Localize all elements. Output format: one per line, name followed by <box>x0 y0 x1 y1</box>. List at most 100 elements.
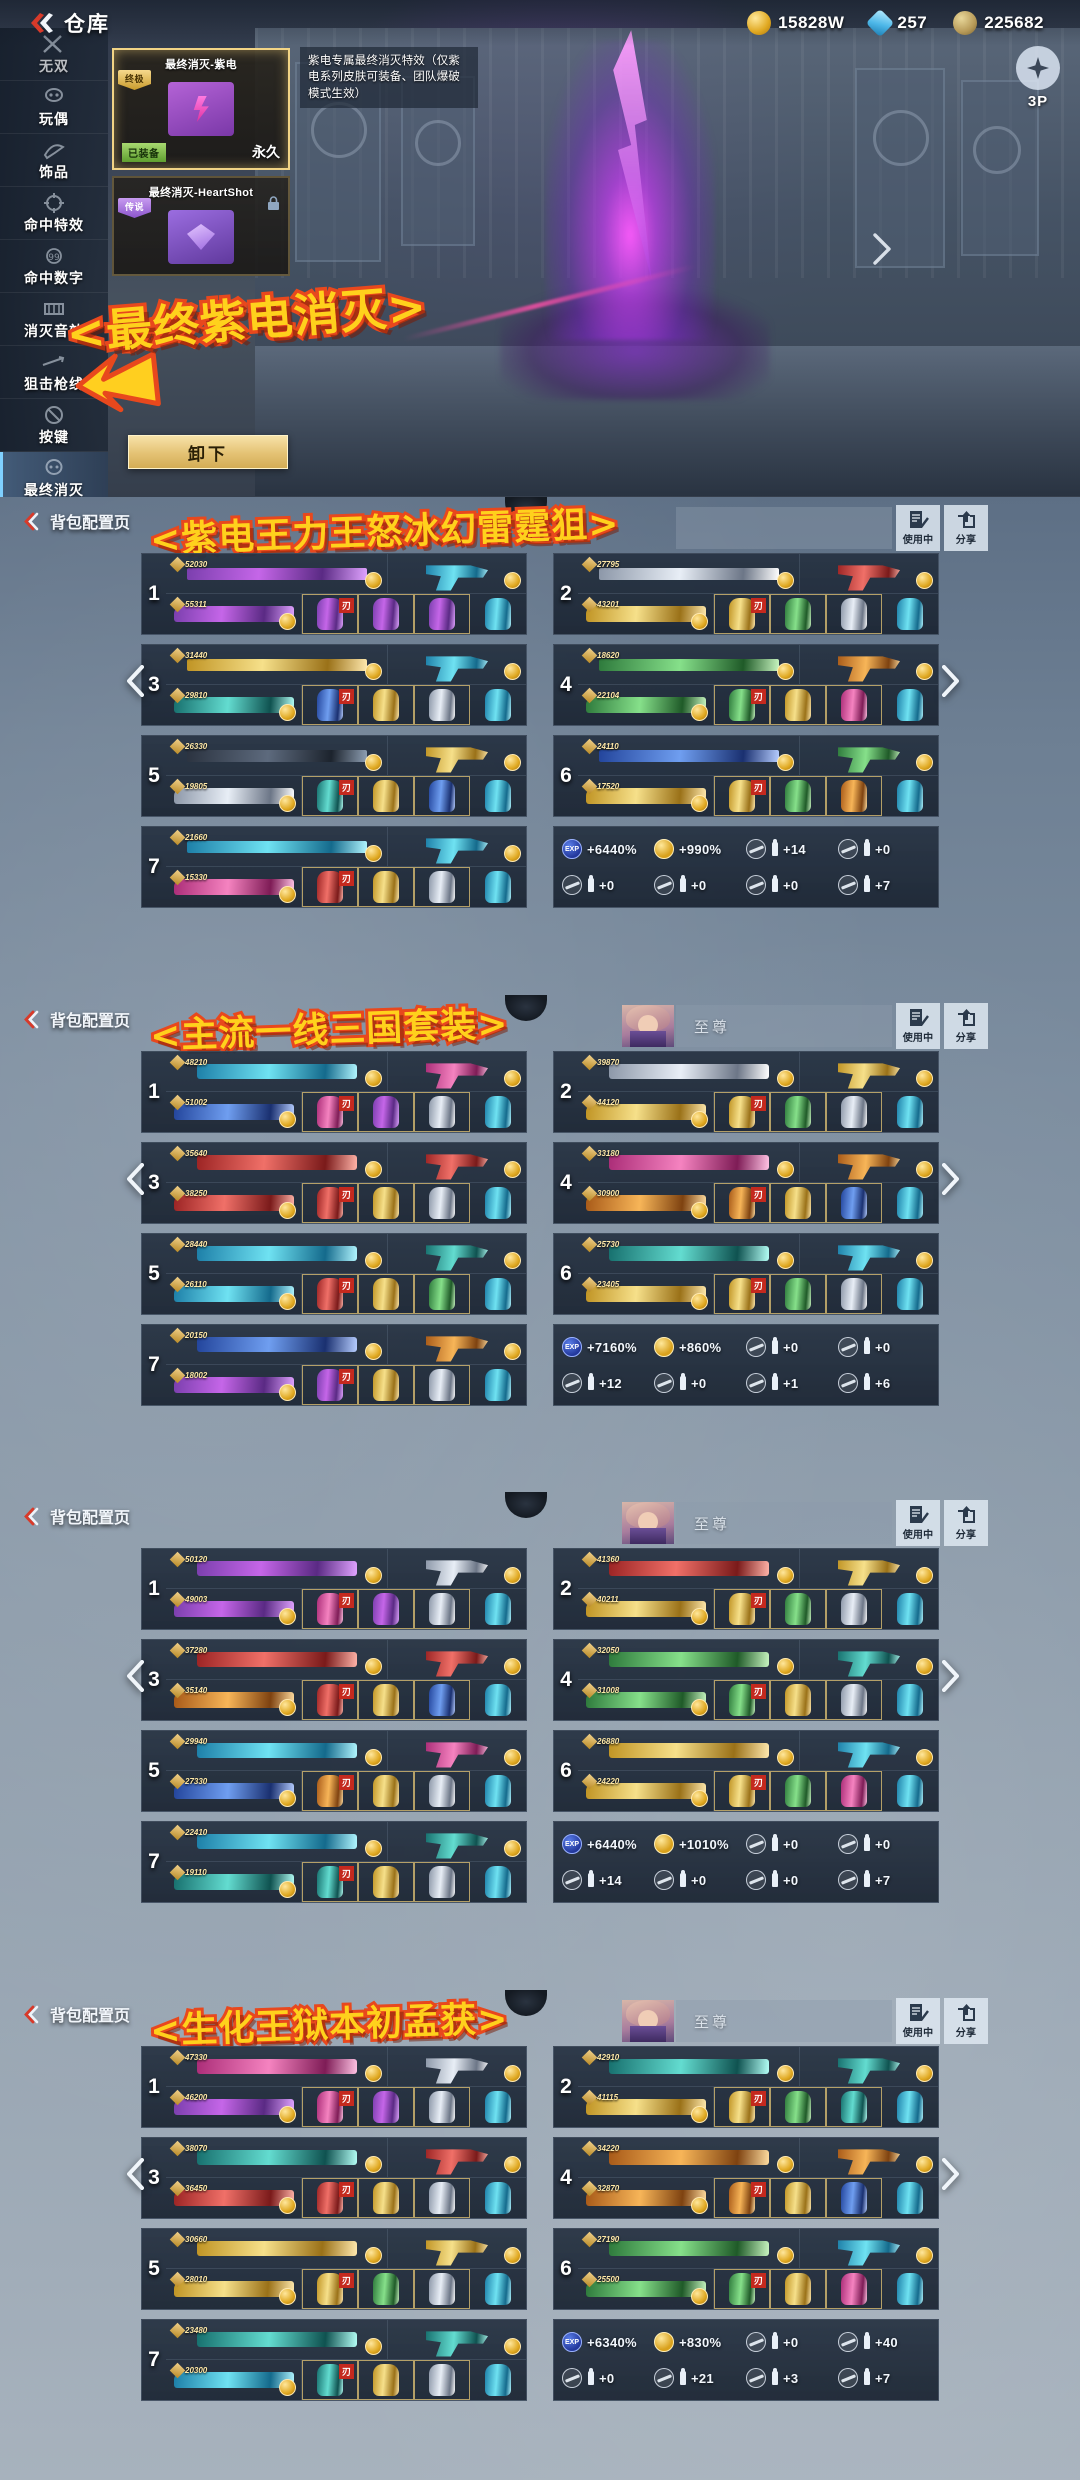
rose-diamond-button[interactable] <box>1016 46 1060 90</box>
grenade-cell-4[interactable] <box>882 594 938 634</box>
loadout-row-2[interactable]: 3 35640 38250 <box>141 1142 527 1224</box>
loadout-row-1[interactable]: 2 39870 44120 <box>553 1051 939 1133</box>
grenade-cell-4[interactable] <box>882 1589 938 1629</box>
melee-weapon-cell[interactable]: 46200 <box>166 2087 302 2127</box>
grenade-cell-4[interactable] <box>470 1862 526 1902</box>
grenade-cell-3[interactable] <box>826 776 882 816</box>
grenade-cell-4[interactable] <box>882 1771 938 1811</box>
melee-weapon-cell[interactable]: 49003 <box>166 1589 302 1629</box>
secondary-weapon-cell[interactable] <box>388 1325 526 1364</box>
loadout-row-6[interactable]: 7 21660 15330 <box>141 826 527 908</box>
loadout-row-4[interactable]: 5 26330 19805 <box>141 735 527 817</box>
grenade-cell-2[interactable] <box>358 2178 414 2218</box>
primary-weapon-cell[interactable]: 28440 <box>166 1234 388 1274</box>
grenade-cell-2[interactable] <box>358 2087 414 2127</box>
grenade-cell-1[interactable]: 刃 <box>302 2269 358 2309</box>
melee-weapon-cell[interactable]: 38250 <box>166 1183 302 1223</box>
secondary-weapon-cell[interactable] <box>800 1234 938 1273</box>
grenade-cell-1[interactable]: 刃 <box>714 1680 770 1720</box>
secondary-weapon-cell[interactable] <box>388 2229 526 2268</box>
grenade-cell-2[interactable] <box>358 1589 414 1629</box>
grenade-cell-1[interactable]: 刃 <box>714 1274 770 1314</box>
loadout-row-1[interactable]: 2 41360 40211 <box>553 1548 939 1630</box>
secondary-weapon-cell[interactable] <box>388 1052 526 1091</box>
melee-weapon-cell[interactable]: 18002 <box>166 1365 302 1405</box>
section-back-button[interactable]: 背包配置页 <box>22 2002 130 2026</box>
grenade-cell-2[interactable] <box>358 2269 414 2309</box>
item-card-list[interactable]: 最终消灭-紫电 终极 已装备 永久 最终消灭-HeartShot 传说 <box>112 48 290 282</box>
grenade-cell-2[interactable] <box>770 2087 826 2127</box>
grenade-cell-4[interactable] <box>470 1771 526 1811</box>
loadout-row-6[interactable]: 7 23480 20300 <box>141 2319 527 2401</box>
secondary-weapon-cell[interactable] <box>800 2138 938 2177</box>
loadout-row-5[interactable]: 6 27190 25500 <box>553 2228 939 2310</box>
loadout-row-5[interactable]: 6 24110 17520 <box>553 735 939 817</box>
loadout-row-5[interactable]: 6 26880 24220 <box>553 1730 939 1812</box>
grenade-cell-3[interactable] <box>826 594 882 634</box>
grenade-cell-2[interactable] <box>358 1092 414 1132</box>
grenade-cell-3[interactable] <box>414 1092 470 1132</box>
grenade-cell-4[interactable] <box>882 1183 938 1223</box>
grenade-cell-3[interactable] <box>414 1365 470 1405</box>
primary-weapon-cell[interactable]: 41360 <box>578 1549 800 1589</box>
grenade-cell-2[interactable] <box>770 1680 826 1720</box>
share-button[interactable]: 分享 <box>944 505 988 551</box>
primary-weapon-cell[interactable]: 27190 <box>578 2229 800 2269</box>
secondary-weapon-cell[interactable] <box>800 1640 938 1679</box>
currency-diamond[interactable]: 257 <box>866 8 927 38</box>
in-use-button[interactable]: 使用中 <box>896 1003 940 1049</box>
secondary-weapon-cell[interactable] <box>388 1822 526 1861</box>
sidebar-item-4[interactable]: 99 命中数字 <box>0 240 108 293</box>
melee-weapon-cell[interactable]: 23405 <box>578 1274 714 1314</box>
loadout-row-3[interactable]: 4 32050 31008 <box>553 1639 939 1721</box>
melee-weapon-cell[interactable]: 24220 <box>578 1771 714 1811</box>
grenade-cell-4[interactable] <box>470 2360 526 2400</box>
share-button[interactable]: 分享 <box>944 1500 988 1546</box>
primary-weapon-cell[interactable]: 18620 <box>578 645 800 685</box>
item-card-0[interactable]: 最终消灭-紫电 终极 已装备 永久 <box>112 48 290 170</box>
grenade-cell-2[interactable] <box>358 685 414 725</box>
melee-weapon-cell[interactable]: 29810 <box>166 685 302 725</box>
grenade-cell-4[interactable] <box>882 1092 938 1132</box>
grenade-cell-1[interactable]: 刃 <box>302 1862 358 1902</box>
loadout-row-3[interactable]: 4 34220 32870 <box>553 2137 939 2219</box>
grenade-cell-2[interactable] <box>770 1092 826 1132</box>
prev-page-button[interactable] <box>116 657 156 705</box>
grenade-cell-1[interactable]: 刃 <box>302 1771 358 1811</box>
grenade-cell-4[interactable] <box>470 685 526 725</box>
loadout-row-3[interactable]: 4 18620 22104 <box>553 644 939 726</box>
grenade-cell-3[interactable] <box>414 776 470 816</box>
primary-weapon-cell[interactable]: 23480 <box>166 2320 388 2360</box>
grenade-cell-3[interactable] <box>826 1183 882 1223</box>
unequip-button[interactable]: 卸下 <box>128 435 288 469</box>
grenade-cell-4[interactable] <box>882 2087 938 2127</box>
prev-page-button[interactable] <box>116 1652 156 1700</box>
grenade-cell-2[interactable] <box>770 594 826 634</box>
grenade-cell-3[interactable] <box>414 2178 470 2218</box>
grenade-cell-2[interactable] <box>358 1680 414 1720</box>
grenade-cell-2[interactable] <box>770 776 826 816</box>
grenade-cell-4[interactable] <box>882 685 938 725</box>
grenade-cell-4[interactable] <box>470 1589 526 1629</box>
grenade-cell-3[interactable] <box>414 1183 470 1223</box>
next-page-button[interactable] <box>930 2150 970 2198</box>
secondary-weapon-cell[interactable] <box>800 645 938 684</box>
prev-page-button[interactable] <box>116 1155 156 1203</box>
grenade-cell-2[interactable] <box>358 1365 414 1405</box>
grenade-cell-4[interactable] <box>882 1274 938 1314</box>
melee-weapon-cell[interactable]: 30900 <box>578 1183 714 1223</box>
secondary-weapon-cell[interactable] <box>388 1731 526 1770</box>
grenade-cell-1[interactable]: 刃 <box>302 2360 358 2400</box>
grenade-cell-4[interactable] <box>882 1680 938 1720</box>
primary-weapon-cell[interactable]: 26330 <box>166 736 388 776</box>
in-use-button[interactable]: 使用中 <box>896 1998 940 2044</box>
grenade-cell-1[interactable]: 刃 <box>714 2178 770 2218</box>
grenade-cell-3[interactable] <box>414 1771 470 1811</box>
primary-weapon-cell[interactable]: 52030 <box>166 554 388 594</box>
prev-page-button[interactable] <box>116 2150 156 2198</box>
primary-weapon-cell[interactable]: 31440 <box>166 645 388 685</box>
grenade-cell-3[interactable] <box>414 1862 470 1902</box>
melee-weapon-cell[interactable]: 32870 <box>578 2178 714 2218</box>
melee-weapon-cell[interactable]: 22104 <box>578 685 714 725</box>
grenade-cell-4[interactable] <box>882 2178 938 2218</box>
